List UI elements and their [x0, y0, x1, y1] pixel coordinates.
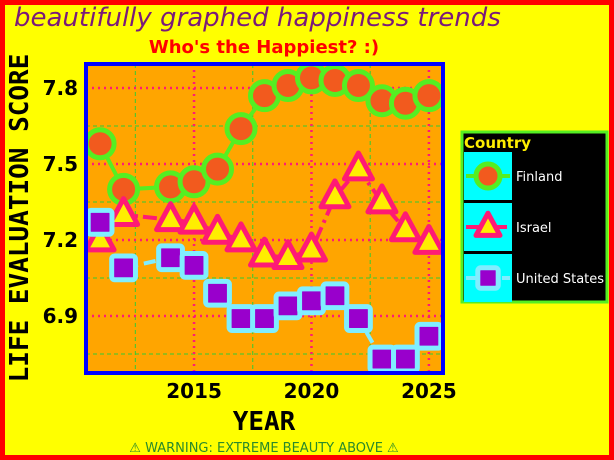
x-tick-label: 2020	[284, 379, 340, 403]
marker	[107, 196, 141, 228]
x-axis-label: YEAR	[233, 407, 296, 437]
y-tick-label: 7.2	[43, 228, 78, 252]
marker	[388, 211, 422, 243]
marker	[86, 127, 117, 161]
x-tick-label: 2015	[166, 379, 222, 403]
marker	[154, 201, 188, 233]
marker	[201, 213, 235, 245]
legend-label: Finland	[516, 170, 562, 185]
marker	[271, 239, 305, 271]
marker	[391, 344, 420, 373]
y-tick-label: 7.5	[43, 152, 78, 176]
marker	[344, 304, 373, 333]
chart-subtitle: Who's the Happiest? :)	[149, 37, 379, 58]
marker	[177, 203, 211, 235]
x-tick-label: 2025	[401, 379, 457, 403]
legend-label: United States	[516, 272, 604, 287]
legend-label: Israel	[516, 221, 552, 236]
marker	[412, 79, 443, 113]
marker	[248, 236, 281, 268]
marker	[341, 150, 375, 182]
y-axis-label: LIFE EVALUATION SCORE	[5, 54, 35, 383]
marker	[475, 265, 501, 291]
marker	[297, 286, 326, 316]
legend-title: Country	[464, 134, 531, 152]
marker	[156, 243, 185, 273]
series-layer	[86, 64, 443, 373]
plot-border	[84, 62, 445, 375]
marker	[412, 223, 443, 255]
footer-note: ⚠ WARNING: EXTREME BEAUTY ABOVE ⚠	[129, 441, 398, 456]
marker	[224, 221, 258, 253]
marker	[320, 281, 350, 311]
marker	[341, 69, 375, 103]
chart-title: beautifully graphed happiness trends	[14, 3, 501, 33]
marker	[294, 231, 328, 263]
marker	[250, 304, 279, 333]
marker	[318, 178, 352, 210]
marker	[226, 304, 256, 333]
marker	[473, 161, 503, 191]
y-tick-label: 7.8	[43, 76, 78, 100]
legend: Country Finland Israel United States	[460, 130, 609, 304]
marker	[109, 253, 138, 283]
marker	[367, 344, 397, 373]
marker	[365, 183, 399, 215]
marker	[179, 250, 209, 280]
marker	[86, 221, 117, 253]
marker	[273, 291, 303, 321]
marker	[414, 321, 443, 351]
marker	[473, 210, 503, 238]
marker	[224, 112, 258, 146]
marker	[201, 152, 235, 186]
marker	[203, 278, 232, 308]
y-tick-label: 6.9	[43, 304, 78, 328]
marker	[86, 207, 115, 237]
